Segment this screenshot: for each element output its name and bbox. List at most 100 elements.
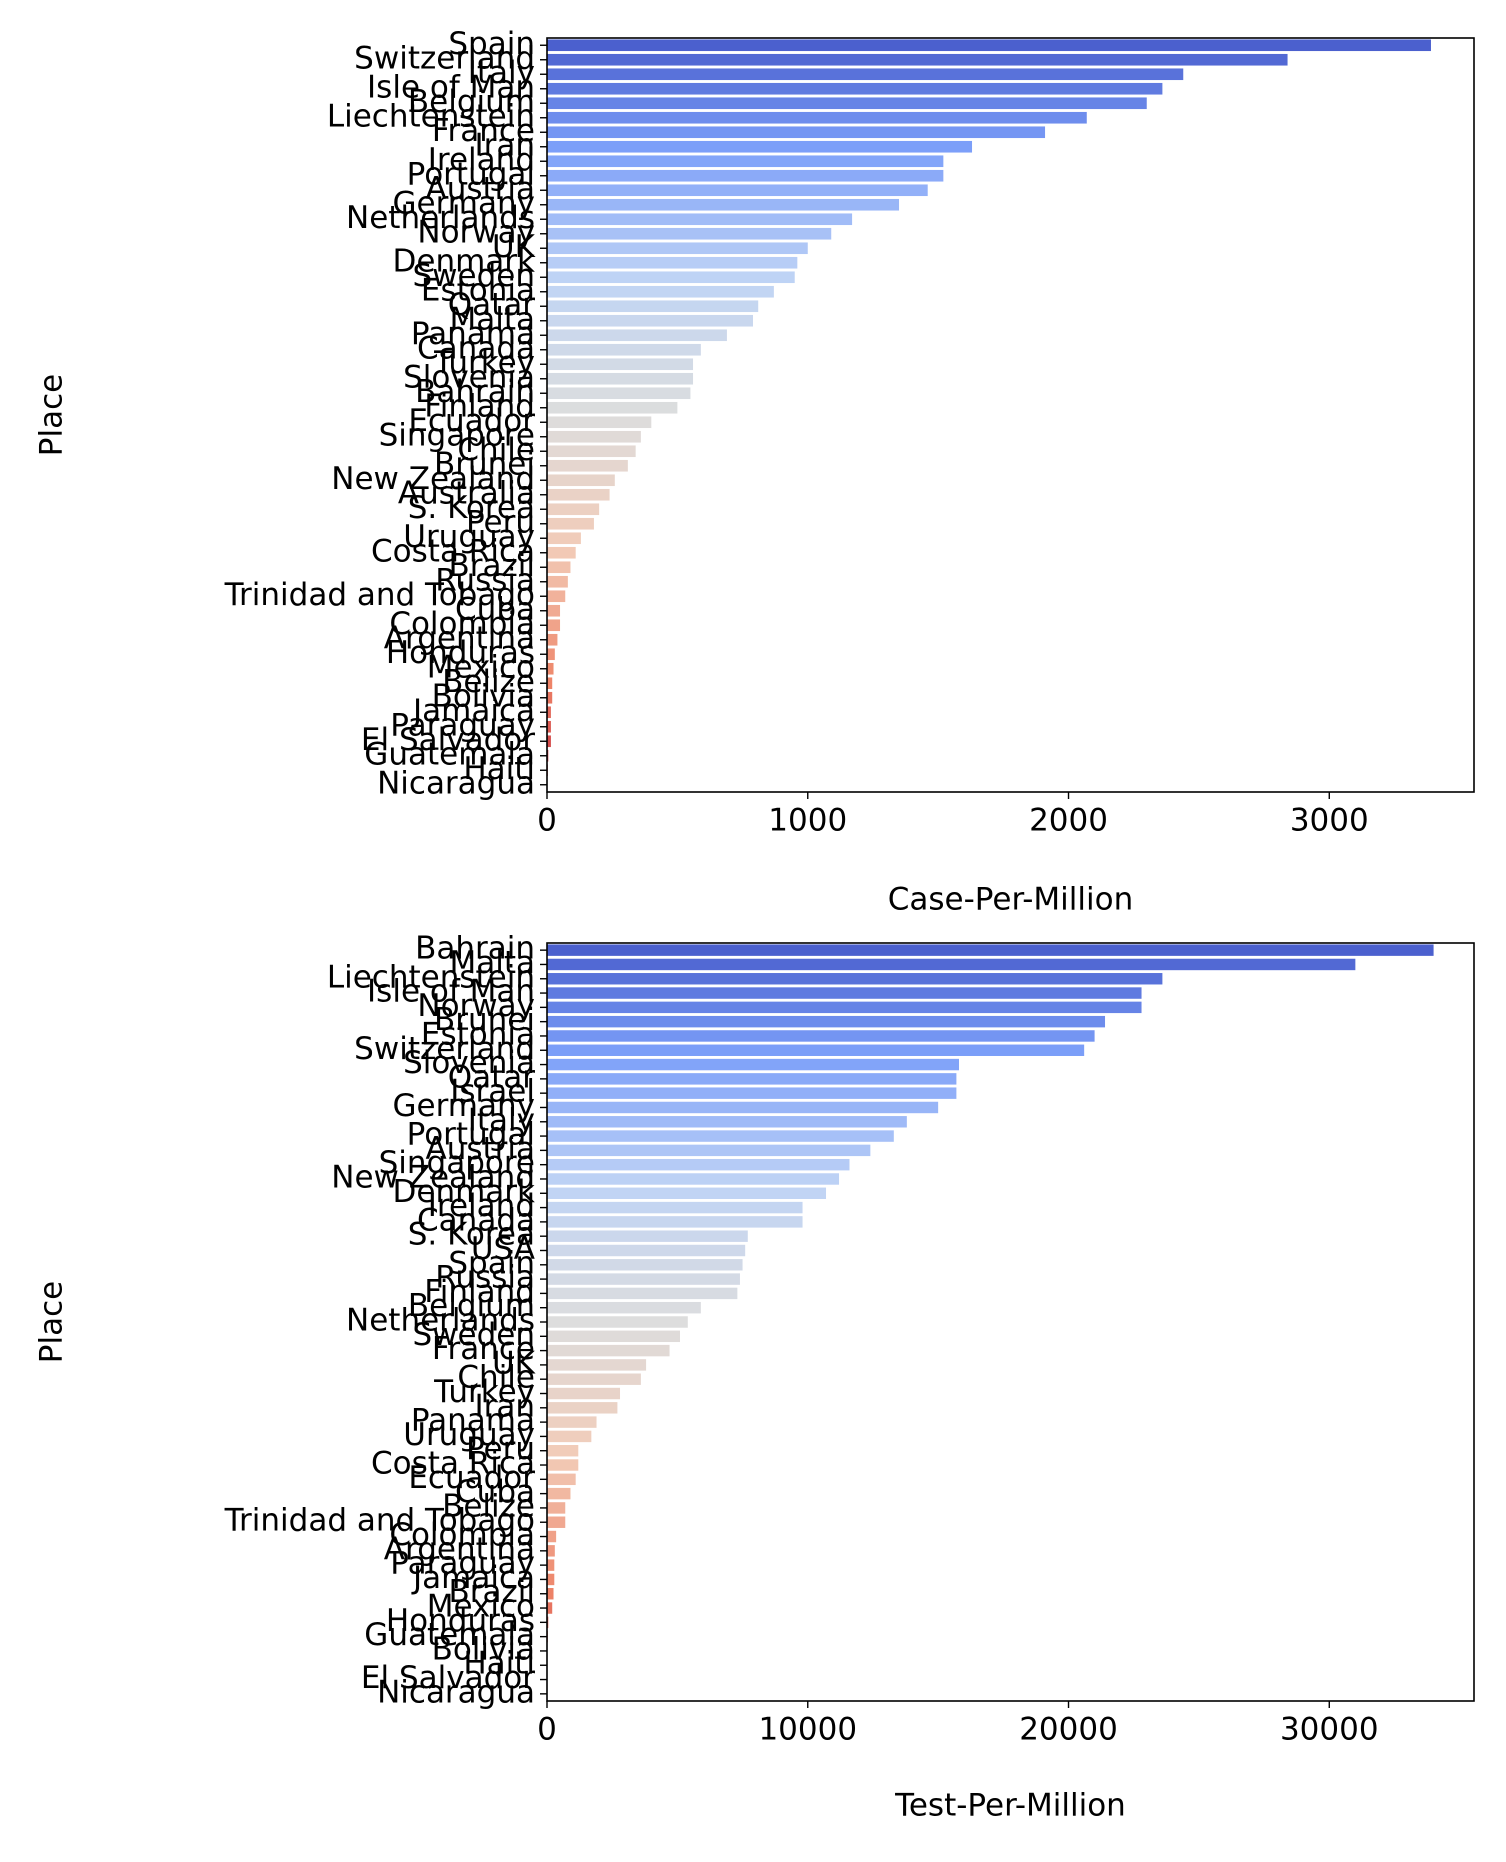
y-tick-label: Qatar [448, 1059, 536, 1095]
y-tick-label: New Zealand [331, 1159, 535, 1195]
y-tick-label: Honduras [386, 1603, 535, 1639]
y-axis-label: Place [34, 374, 70, 456]
y-tick-label: Isle of Man [367, 974, 535, 1010]
plot-frame [546, 942, 1475, 1702]
y-tick-label: Ecuador [408, 403, 535, 439]
bar [547, 300, 759, 313]
y-tick-label: Belize [442, 1488, 535, 1524]
y-tick-label: Portugal [407, 156, 535, 192]
bar [547, 1559, 555, 1571]
bar [547, 706, 551, 719]
x-tick-label: 30000 [1280, 1712, 1379, 1748]
bar [547, 1545, 555, 1557]
bar [547, 1259, 743, 1271]
y-tick-label: Brunei [434, 446, 535, 482]
bar [547, 82, 1163, 95]
y-tick-label: Panama [411, 1403, 535, 1439]
y-tick-label: Netherlands [346, 1303, 535, 1339]
y-tick-label: Trinidad and Tobago [224, 1503, 535, 1539]
bar [547, 1330, 680, 1343]
bar [547, 271, 795, 284]
plot-frame [546, 37, 1475, 793]
bar [547, 401, 678, 414]
x-tick-label: 0 [537, 1712, 557, 1748]
bar [547, 720, 551, 733]
bar [547, 285, 774, 298]
bar [547, 735, 551, 748]
y-tick-label: Argentina [384, 1531, 535, 1567]
y-tick-label: Haiti [463, 1646, 535, 1682]
bar [547, 1402, 618, 1414]
bar [547, 1502, 566, 1514]
y-tick-label: Norway [417, 988, 535, 1024]
bar [547, 691, 553, 704]
y-tick-label: Sweden [412, 258, 535, 294]
bar [547, 1187, 827, 1200]
bar [547, 1030, 1095, 1042]
bar [547, 973, 1163, 985]
bar [547, 944, 1434, 956]
bar [547, 604, 561, 617]
y-tick-label: Switzerland [354, 1031, 535, 1067]
bar [547, 1116, 907, 1128]
y-tick-label: Jamaica [411, 1560, 535, 1596]
bar [547, 561, 571, 574]
y-tick-label: Russia [435, 1260, 535, 1296]
y-tick-label: Switzerland [354, 40, 535, 76]
bar [547, 1044, 1085, 1056]
bar [547, 1073, 957, 1085]
y-tick-label: Portugal [407, 1117, 535, 1153]
bar [547, 1416, 597, 1428]
bar [547, 39, 1431, 52]
y-tick-label: Ecuador [408, 1460, 535, 1496]
y-tick-label: Panama [411, 316, 535, 352]
y-tick-label: Cuba [455, 1474, 535, 1510]
bar [547, 503, 600, 516]
y-tick-label: Isle of Man [367, 69, 535, 105]
x-tick-label: 0 [537, 803, 557, 839]
bar [547, 958, 1356, 971]
y-tick-label: Mexico [427, 649, 535, 685]
y-tick-label: Nicaragua [377, 1674, 535, 1710]
y-tick-label: Turkey [433, 1374, 535, 1410]
bar [547, 1244, 746, 1257]
bar [547, 1516, 566, 1528]
bar [547, 1316, 688, 1328]
bar [547, 1473, 576, 1486]
y-tick-label: Netherlands [346, 200, 535, 236]
bar [547, 1573, 555, 1586]
bar [547, 184, 928, 197]
y-tick-label: Ireland [428, 1188, 535, 1224]
bar [547, 140, 973, 153]
bar [547, 1015, 1106, 1028]
bar [547, 111, 1087, 124]
bar [547, 126, 1046, 139]
bar [547, 1602, 553, 1614]
y-tick-label: Haiti [463, 751, 535, 787]
bar [547, 1158, 850, 1171]
bar [547, 1430, 592, 1443]
bar [547, 459, 628, 472]
y-tick-label: USA [471, 1231, 535, 1267]
y-tick-label: Slovenia [403, 1045, 535, 1081]
y-tick-label: Canada [417, 1202, 535, 1238]
y-tick-label: Denmark [393, 1174, 536, 1210]
bar [547, 1344, 670, 1357]
y-tick-label: Italy [468, 55, 535, 91]
bar [547, 343, 701, 356]
y-tick-label: Argentina [384, 620, 535, 656]
bar [547, 677, 553, 690]
bar [547, 619, 561, 632]
y-tick-label: Bahrain [415, 931, 535, 967]
x-tick-label: 10000 [758, 1712, 857, 1748]
y-tick-label: Qatar [448, 287, 536, 323]
y-tick-label: France [432, 1331, 535, 1367]
y-tick-label: Nicaragua [377, 765, 535, 801]
bar [547, 532, 581, 545]
y-tick-label: Bahrain [415, 374, 535, 410]
bar [547, 97, 1147, 110]
y-tick-label: Cuba [455, 591, 535, 627]
bar [547, 242, 808, 255]
y-tick-label: Spain [448, 1245, 535, 1281]
